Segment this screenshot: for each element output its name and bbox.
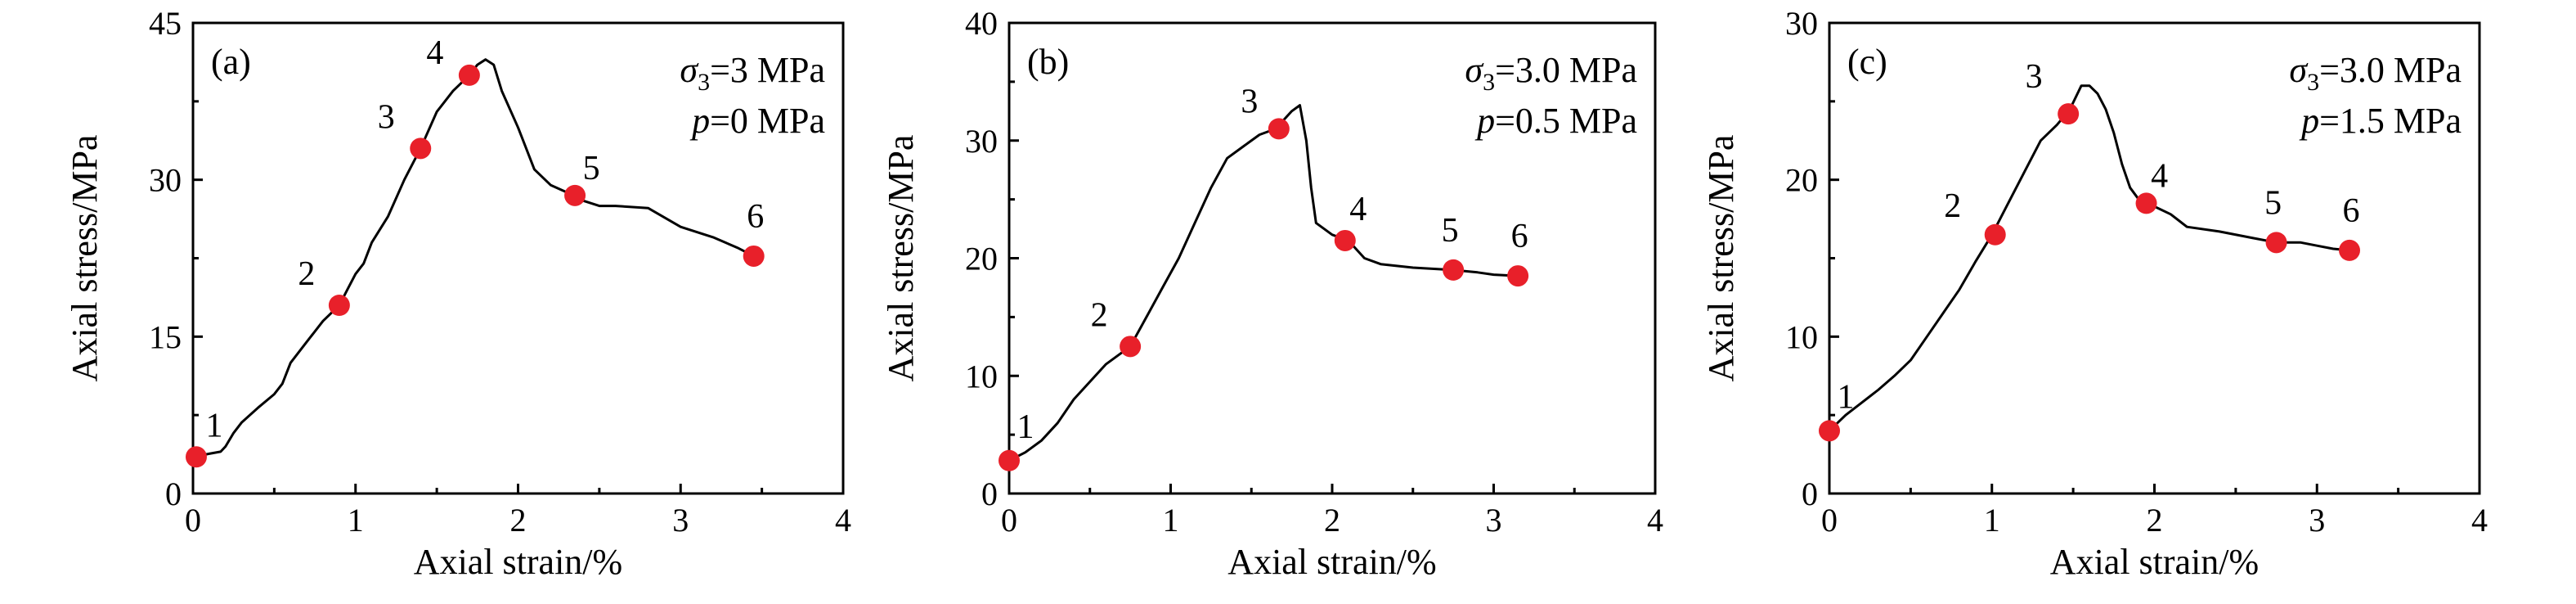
condition-label: p=1.5 MPa <box>2299 101 2462 141</box>
condition-label: σ3=3.0 MPa <box>1465 50 1637 96</box>
x-tick-label: 3 <box>2309 502 2325 539</box>
data-point-label: 1 <box>1017 408 1034 446</box>
data-point-label: 2 <box>1944 187 1961 225</box>
x-tick-label: 2 <box>510 502 527 539</box>
data-point-label: 4 <box>426 34 443 72</box>
data-point-6 <box>743 245 765 267</box>
x-tick-label: 1 <box>1163 502 1179 539</box>
x-tick-label: 1 <box>348 502 364 539</box>
condition-label: σ3=3.0 MPa <box>2289 50 2462 96</box>
panel-label: (a) <box>211 42 251 82</box>
y-axis-label: Axial stress/MPa <box>881 135 921 382</box>
y-tick-label: 15 <box>149 318 182 355</box>
condition-label: p=0.5 MPa <box>1474 101 1637 141</box>
plot-frame <box>1828 21 2481 495</box>
x-axis-label: Axial strain/% <box>414 542 622 582</box>
data-point-label: 2 <box>298 255 315 293</box>
x-axis-label: Axial strain/% <box>2050 542 2259 582</box>
y-tick-label: 40 <box>965 5 998 42</box>
x-tick-label: 0 <box>185 502 201 539</box>
x-tick-label: 2 <box>2147 502 2163 539</box>
x-tick-label: 4 <box>835 502 851 539</box>
data-point-label: 3 <box>1241 83 1258 120</box>
y-tick-label: 0 <box>165 476 182 512</box>
data-point-label: 5 <box>1442 212 1459 250</box>
data-point-label: 4 <box>2151 157 2168 195</box>
data-point-6 <box>1507 265 1529 287</box>
data-point-3 <box>1268 118 1290 140</box>
y-tick-label: 0 <box>981 476 998 512</box>
x-axis-label: Axial strain/% <box>1227 542 1436 582</box>
data-point-5 <box>1443 259 1465 281</box>
y-tick-label: 0 <box>1802 476 1818 512</box>
x-tick-label: 0 <box>1001 502 1017 539</box>
data-point-3 <box>2058 103 2080 125</box>
data-point-1 <box>999 449 1020 471</box>
panel-label: (c) <box>1847 42 1887 82</box>
data-point-6 <box>2339 239 2360 261</box>
data-point-2 <box>1984 223 2006 246</box>
y-axis-label: Axial stress/MPa <box>65 135 105 382</box>
data-point-label: 3 <box>378 98 395 136</box>
data-point-5 <box>564 184 586 206</box>
condition-label: p=0 MPa <box>689 101 825 141</box>
data-point-label: 1 <box>205 407 222 444</box>
data-point-label: 3 <box>2026 58 2043 96</box>
y-tick-label: 10 <box>1785 318 1818 355</box>
y-tick-label: 30 <box>965 123 998 160</box>
x-tick-label: 4 <box>2471 502 2488 539</box>
stress-strain-curve <box>1828 84 2350 432</box>
data-point-4 <box>458 64 480 86</box>
x-tick-label: 1 <box>1984 502 2000 539</box>
y-tick-label: 20 <box>1785 162 1818 199</box>
plot-frame <box>1008 21 1657 495</box>
x-tick-label: 2 <box>1324 502 1340 539</box>
data-point-5 <box>2265 232 2287 254</box>
data-point-1 <box>185 446 207 468</box>
condition-label: σ3=3 MPa <box>680 50 825 96</box>
data-point-label: 6 <box>1511 218 1528 255</box>
y-tick-label: 20 <box>965 241 998 277</box>
data-point-4 <box>2135 192 2157 214</box>
x-tick-label: 4 <box>1647 502 1663 539</box>
y-tick-label: 45 <box>149 5 182 42</box>
stress-strain-curve <box>192 58 755 458</box>
chart-panel-3: 0 1 2 3 4 0 10 20 30 Axial strain/% Axial stress/M… <box>1701 5 2488 582</box>
data-point-label: 1 <box>1838 378 1855 416</box>
x-tick-label: 3 <box>1486 502 1502 539</box>
data-point-1 <box>1819 420 1840 442</box>
data-point-4 <box>1334 229 1356 251</box>
data-point-3 <box>410 137 432 160</box>
data-point-label: 5 <box>2264 184 2282 222</box>
y-tick-label: 10 <box>965 358 998 394</box>
x-tick-label: 3 <box>672 502 689 539</box>
data-point-label: 4 <box>1349 191 1367 228</box>
x-tick-label: 0 <box>1821 502 1838 539</box>
data-point-label: 6 <box>2343 192 2360 230</box>
y-tick-label: 30 <box>149 162 182 199</box>
data-point-label: 6 <box>747 198 764 236</box>
data-point-label: 5 <box>583 150 600 187</box>
data-point-label: 2 <box>1091 296 1108 334</box>
panel-label: (b) <box>1027 42 1069 82</box>
stress-strain-curve <box>1008 104 1519 462</box>
data-point-2 <box>328 295 350 316</box>
y-tick-label: 30 <box>1785 5 1818 42</box>
y-axis-label: Axial stress/MPa <box>1701 135 1741 382</box>
data-point-2 <box>1120 336 1142 358</box>
